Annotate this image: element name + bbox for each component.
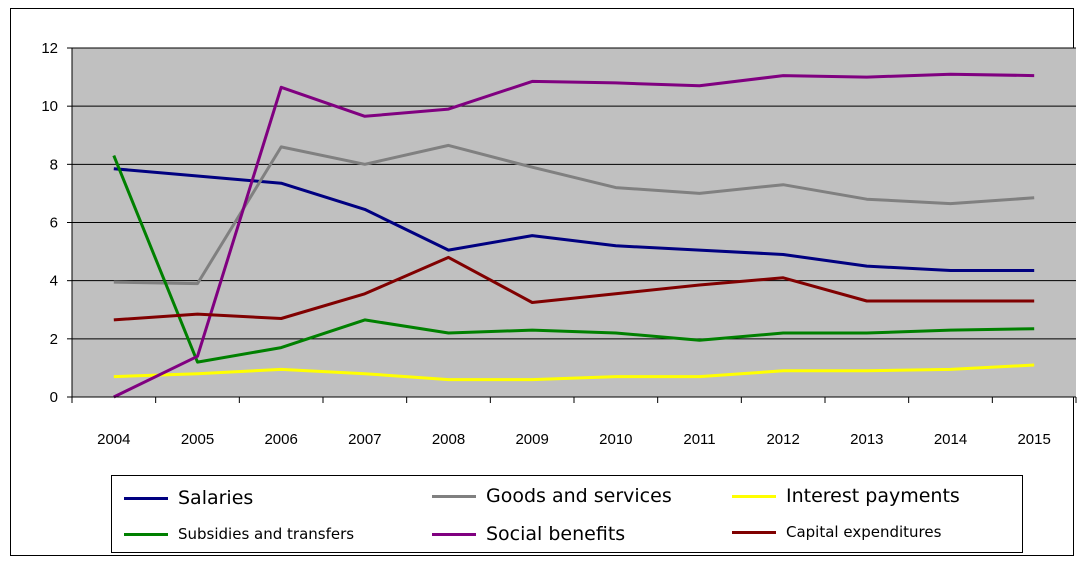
legend: Salaries Goods and services Interest pay…: [111, 475, 1023, 553]
x-axis-ticks: 2004 2005 2006 2007 2008 2009 2010 2011 2012 2013…: [71, 397, 1077, 448]
gridlines: [72, 47, 1076, 340]
series-line-social-benefits: [113, 72, 1035, 399]
x-tick-label: 2009: [515, 431, 548, 448]
y-axis-ticks: 0 2 4 6 8 10 12: [41, 40, 72, 406]
x-tick-label: 2013: [850, 431, 883, 448]
legend-swatch-subsidies-and-transfers: [124, 532, 168, 536]
x-tick-label: 2004: [97, 431, 130, 448]
legend-label-goods-and-services: Goods and services: [486, 485, 672, 507]
legend-label-subsidies-and-transfers: Subsidies and transfers: [178, 525, 355, 543]
x-tick-label: 2011: [683, 431, 715, 448]
y-tick-label: 12: [41, 40, 58, 57]
legend-item-salaries: Salaries: [124, 487, 253, 509]
x-tick-label: 2014: [934, 431, 967, 448]
y-tick-label: 0: [50, 389, 58, 406]
series-lines: [112, 72, 1035, 399]
x-tick-label: 2010: [599, 431, 632, 448]
legend-swatch-interest-payments: [732, 494, 776, 498]
legend-swatch-salaries: [124, 496, 168, 500]
legend-swatch-capital-expenditures: [732, 530, 776, 534]
series-line-capital-expenditures: [113, 255, 1035, 322]
x-tick-label: 2006: [264, 431, 297, 448]
x-tick-label: 2008: [432, 431, 465, 448]
y-tick-label: 6: [50, 215, 58, 232]
series-line-goods-and-services: [113, 143, 1035, 286]
x-tick-label: 2005: [181, 431, 214, 448]
legend-label-capital-expenditures: Capital expenditures: [786, 523, 942, 541]
legend-swatch-goods-and-services: [432, 494, 476, 498]
series-line-salaries: [113, 167, 1035, 272]
legend-swatch-social-benefits: [432, 532, 476, 536]
legend-item-social-benefits: Social benefits: [432, 523, 625, 545]
legend-item-capital-expenditures: Capital expenditures: [732, 523, 941, 541]
y-tick-label: 10: [41, 98, 58, 115]
y-tick-label: 8: [50, 156, 58, 173]
x-tick-label: 2007: [348, 431, 381, 448]
legend-item-subsidies-and-transfers: Subsidies and transfers: [124, 525, 354, 543]
x-tick-label: 2012: [766, 431, 799, 448]
legend-label-interest-payments: Interest payments: [786, 485, 960, 507]
legend-label-social-benefits: Social benefits: [486, 523, 626, 545]
x-tick-label: 2015: [1017, 431, 1050, 448]
legend-item-interest-payments: Interest payments: [732, 485, 960, 507]
legend-item-goods-and-services: Goods and services: [432, 485, 672, 507]
series-line-subsidies-and-transfers: [112, 155, 1035, 364]
y-tick-label: 4: [50, 273, 58, 290]
series-line-interest-payments: [113, 363, 1035, 382]
y-tick-label: 2: [50, 331, 58, 348]
legend-label-salaries: Salaries: [178, 487, 254, 509]
